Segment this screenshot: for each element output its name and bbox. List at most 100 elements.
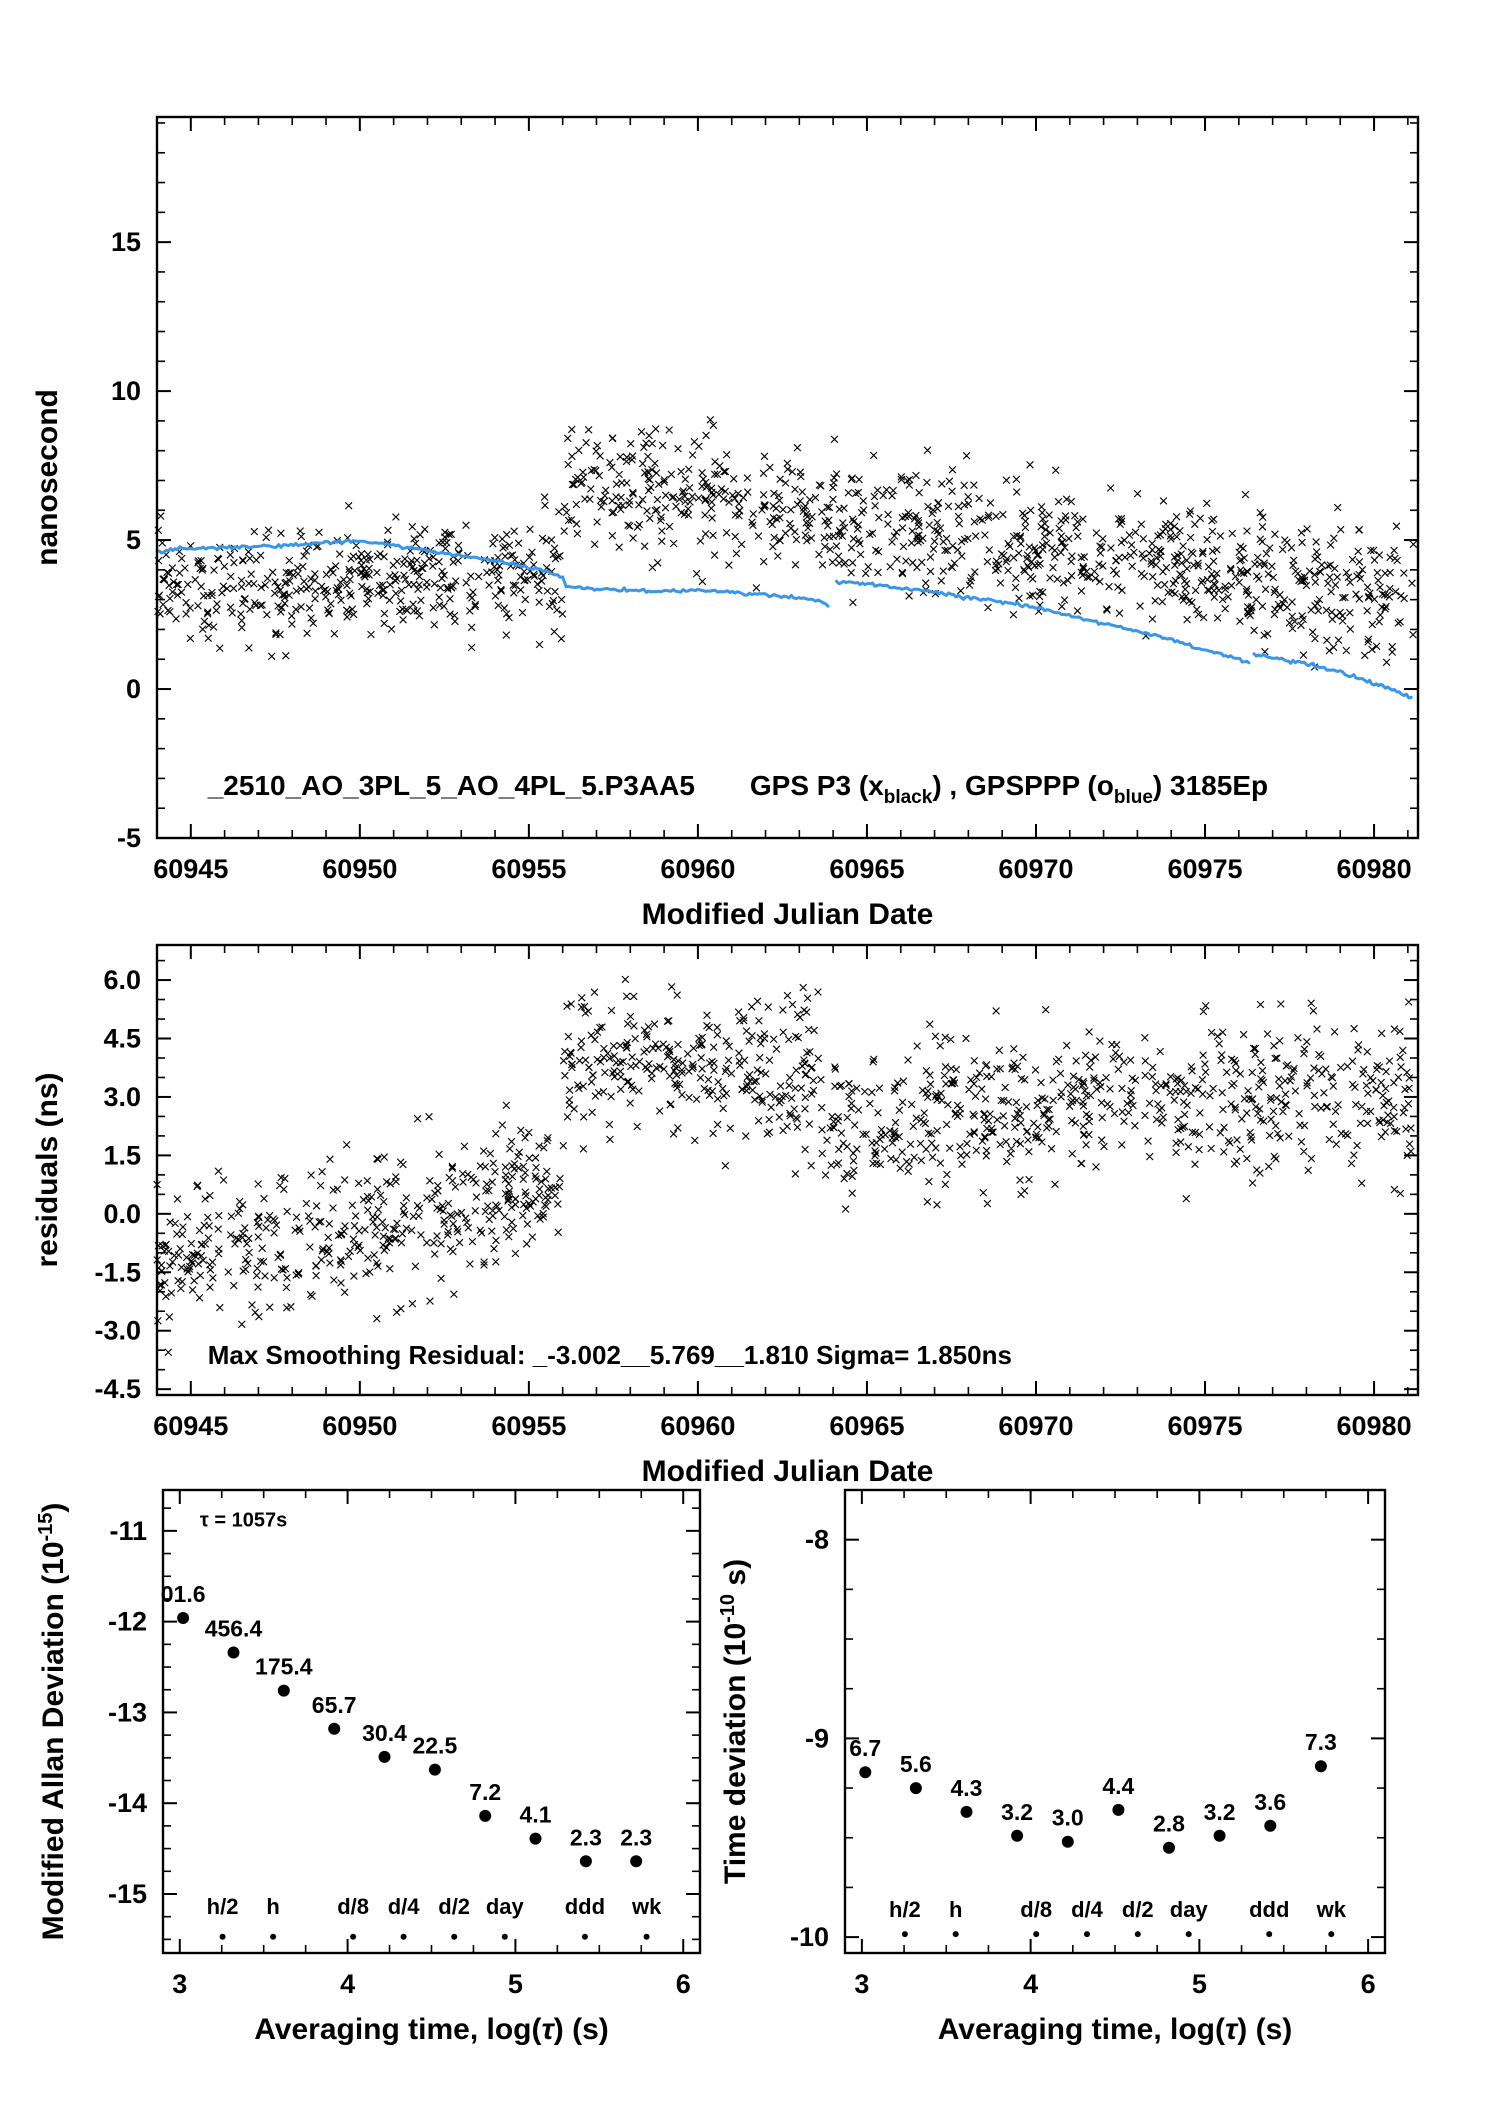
y-axis-label: Modified Allan Deviation (10-15) bbox=[35, 1503, 70, 1941]
deviation-value-label: 4.1 bbox=[520, 1802, 552, 1828]
deviation-value-label: 4.3 bbox=[951, 1775, 983, 1801]
x-tick-label: 60975 bbox=[1167, 1411, 1242, 1441]
x-tick-label: 60960 bbox=[660, 854, 735, 884]
deviation-value-label: 456.4 bbox=[205, 1616, 263, 1642]
deviation-point bbox=[1112, 1803, 1125, 1816]
x-axis-label: Modified Julian Date bbox=[642, 1455, 934, 1488]
x-tick-label: 60955 bbox=[491, 1411, 566, 1441]
deviation-value-label: 2.3 bbox=[570, 1824, 602, 1850]
y-tick-label: -15 bbox=[108, 1879, 147, 1909]
y-tick-label: -12 bbox=[108, 1607, 147, 1637]
y-tick-label: -14 bbox=[108, 1788, 147, 1818]
time-scale-dot bbox=[219, 1933, 226, 1940]
y-tick-label: 10 bbox=[111, 376, 141, 406]
y-tick-label: 6.0 bbox=[103, 965, 141, 995]
deviation-point bbox=[630, 1855, 643, 1868]
y-tick-label: -1.5 bbox=[94, 1257, 141, 1287]
x-axis-label: Averaging time, log(τ) (s) bbox=[254, 2013, 609, 2046]
deviation-value-label: 3.2 bbox=[1204, 1799, 1236, 1825]
deviation-point bbox=[1314, 1760, 1327, 1773]
time-scale-label: day bbox=[1170, 1897, 1209, 1922]
time-scale-dot bbox=[901, 1931, 908, 1938]
y-axis-label: nanosecond bbox=[31, 389, 64, 566]
x-tick-label: 60950 bbox=[322, 1411, 397, 1441]
deviation-value-label: 7.3 bbox=[1305, 1729, 1337, 1755]
time-scale-dot bbox=[400, 1933, 407, 1940]
time-scale-dot bbox=[1033, 1931, 1040, 1938]
time-scale-dot bbox=[952, 1931, 959, 1938]
deviation-point bbox=[227, 1646, 240, 1659]
time-scale-dot bbox=[643, 1933, 650, 1940]
deviation-point bbox=[479, 1809, 492, 1822]
plot-frame bbox=[161, 1488, 702, 1955]
deviation-value-label: 7.2 bbox=[469, 1779, 501, 1805]
time-scale-label: h bbox=[266, 1894, 279, 1919]
time-scale-dot bbox=[1084, 1931, 1090, 1938]
gpsppp-line bbox=[155, 538, 830, 608]
x-tick-label: 60965 bbox=[829, 1411, 904, 1441]
deviation-point bbox=[328, 1722, 341, 1735]
time-scale-label: d/4 bbox=[1071, 1897, 1104, 1922]
annotation-gps-vs-mjd: _2510_AO_3PL_5_AO_4PL_5.P3AA5 GPS P3 (xbl… bbox=[207, 770, 1268, 808]
x-tick-label: 60965 bbox=[829, 854, 904, 884]
deviation-value-label: 3.2 bbox=[1001, 1799, 1033, 1825]
x-tick-label: 5 bbox=[508, 1969, 523, 1999]
y-tick-label: 0.0 bbox=[103, 1199, 141, 1229]
chart-mdev: 01.6 456.4 175.4 65.730.4 22.5 7.2 4.1 2.3 2.3 h/… bbox=[35, 1488, 702, 2046]
time-scale-label: d/8 bbox=[337, 1894, 369, 1919]
x-tick-label: 60945 bbox=[153, 1411, 228, 1441]
y-tick-label: -4.5 bbox=[94, 1374, 141, 1404]
time-scale-dot bbox=[1266, 1931, 1273, 1938]
scatter-x-markers bbox=[153, 975, 1415, 1357]
x-tick-label: 60950 bbox=[322, 854, 397, 884]
deviation-value-label: 2.3 bbox=[620, 1824, 652, 1850]
x-tick-label: 5 bbox=[1192, 1969, 1207, 1999]
x-tick-label: 4 bbox=[340, 1969, 355, 1999]
x-tick-label: 60975 bbox=[1167, 854, 1242, 884]
deviation-point bbox=[1011, 1829, 1024, 1842]
plot-frame bbox=[155, 115, 1420, 840]
y-tick-label: 15 bbox=[111, 227, 141, 257]
y-tick-label: 4.5 bbox=[103, 1024, 141, 1054]
deviation-value-label: 01.6 bbox=[161, 1581, 206, 1607]
x-tick-label: 4 bbox=[1023, 1969, 1038, 1999]
time-scale-dot bbox=[581, 1933, 588, 1940]
x-tick-label: 60945 bbox=[153, 854, 228, 884]
y-tick-label: 1.5 bbox=[103, 1140, 141, 1170]
x-tick-label: 60970 bbox=[998, 1411, 1073, 1441]
y-tick-label: 0 bbox=[126, 674, 141, 704]
deviation-point bbox=[1163, 1841, 1175, 1854]
time-scale-dot bbox=[1134, 1931, 1141, 1938]
time-scale-label: day bbox=[486, 1894, 525, 1919]
plot-frame bbox=[155, 943, 1420, 1397]
deviation-value-label: 30.4 bbox=[362, 1720, 407, 1746]
x-tick-label: 60980 bbox=[1337, 854, 1412, 884]
time-scale-label: d/4 bbox=[388, 1894, 421, 1919]
x-tick-label: 60980 bbox=[1337, 1411, 1412, 1441]
y-tick-label: 3.0 bbox=[103, 1082, 141, 1112]
deviation-point bbox=[378, 1750, 391, 1763]
x-tick-label: 60955 bbox=[491, 854, 566, 884]
y-tick-label: -9 bbox=[805, 1723, 829, 1753]
time-scale-label: h/2 bbox=[889, 1897, 921, 1922]
x-tick-label: 3 bbox=[854, 1969, 869, 1999]
deviation-value-label: 22.5 bbox=[412, 1733, 457, 1759]
deviation-point bbox=[177, 1612, 190, 1624]
chart-residuals-vs-mjd: 60945 60950 60955 60960 60965 60970 60975 60980… bbox=[31, 943, 1420, 1488]
deviation-value-label: 3.6 bbox=[1254, 1789, 1286, 1815]
y-tick-label: -10 bbox=[790, 1922, 829, 1952]
deviation-point bbox=[529, 1832, 542, 1845]
annotation-mdev: τ = 1057s bbox=[200, 1509, 287, 1531]
deviation-value-label: 5.6 bbox=[900, 1751, 932, 1777]
time-scale-dot bbox=[451, 1933, 458, 1940]
time-scale-dot bbox=[501, 1933, 508, 1940]
time-scale-label: d/2 bbox=[438, 1894, 470, 1919]
y-tick-label: -8 bbox=[805, 1525, 829, 1555]
deviation-point bbox=[579, 1855, 592, 1868]
deviation-point bbox=[859, 1766, 872, 1779]
x-tick-label: 60960 bbox=[660, 1411, 735, 1441]
y-tick-label: -3.0 bbox=[94, 1316, 141, 1346]
y-tick-label: -13 bbox=[108, 1697, 147, 1727]
gpsppp-line bbox=[835, 579, 1251, 665]
deviation-value-label: 4.4 bbox=[1102, 1773, 1134, 1799]
